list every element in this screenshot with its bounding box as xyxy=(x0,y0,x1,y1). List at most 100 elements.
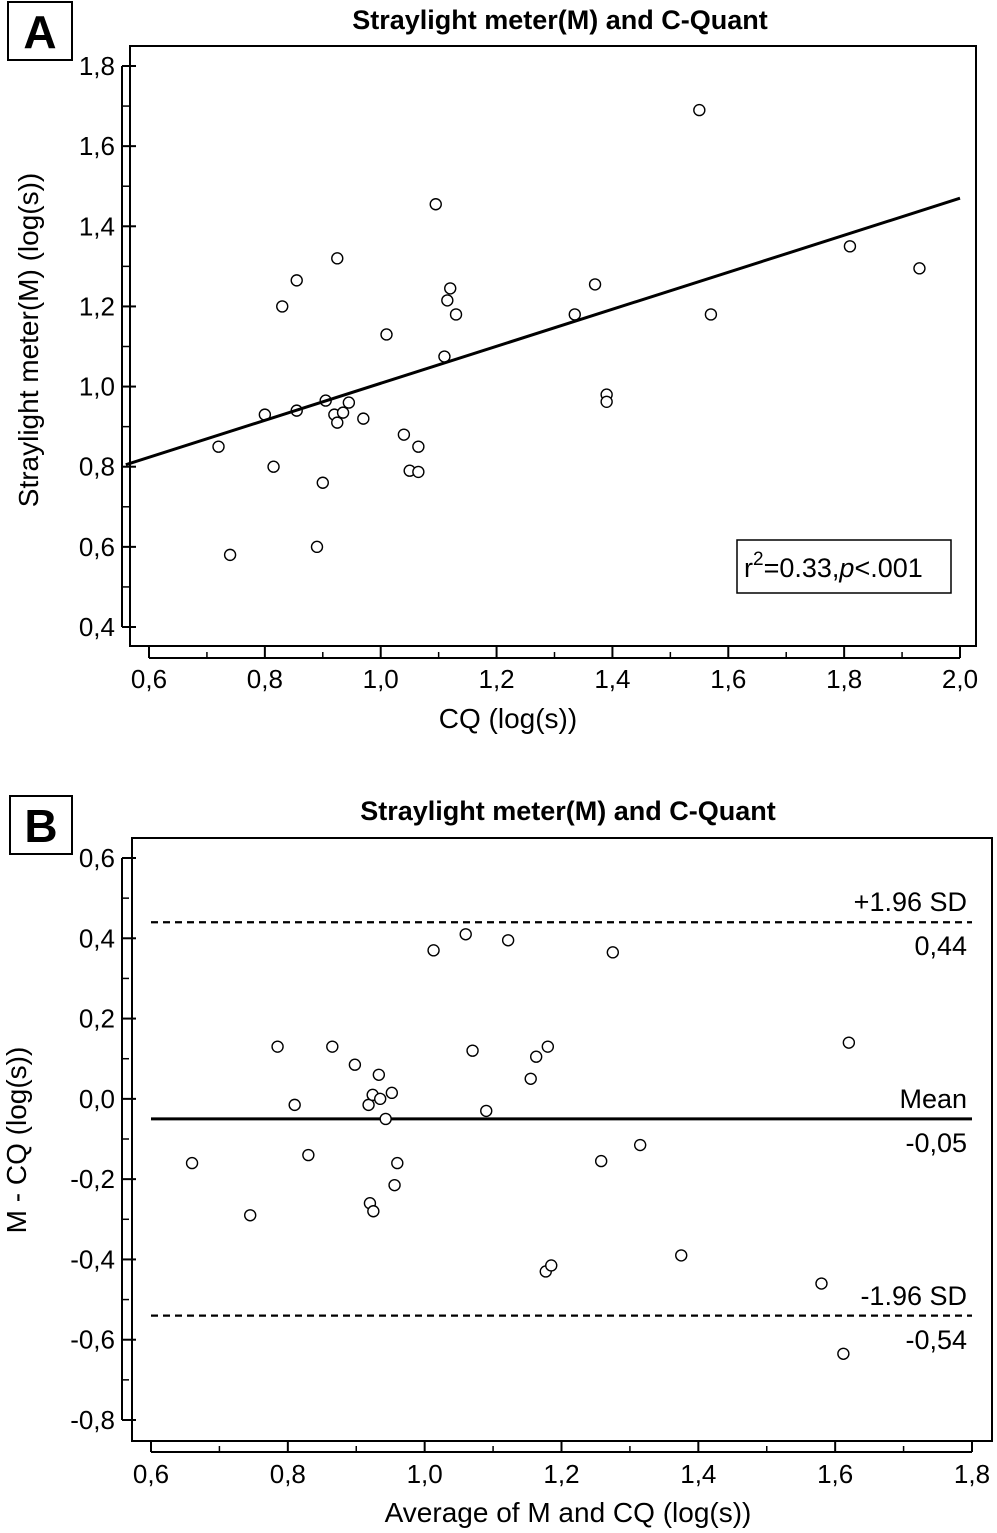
panel-b: B Straylight meter(M) and C-Quant Averag… xyxy=(1,795,993,1528)
mean-name: Mean xyxy=(899,1084,967,1114)
y-tick-label: 0,8 xyxy=(79,452,115,482)
data-point xyxy=(412,440,425,453)
data-point xyxy=(545,1259,558,1272)
stats-sup: 2 xyxy=(753,549,764,570)
stats-eq: =0.33, xyxy=(764,553,840,583)
chart-a-title: Straylight meter(M) and C-Quant xyxy=(352,5,768,35)
y-tick-label: -0,2 xyxy=(70,1164,115,1194)
y-tick-label: 1,0 xyxy=(79,372,115,402)
data-point xyxy=(244,1209,257,1222)
data-point xyxy=(633,1138,647,1152)
data-point xyxy=(693,103,706,117)
data-point xyxy=(449,308,463,321)
y-tick-label: -0,4 xyxy=(70,1244,115,1274)
data-point xyxy=(913,262,926,275)
stats-p: p xyxy=(838,553,854,583)
x-tick-label: 1,6 xyxy=(710,664,746,694)
data-point xyxy=(336,406,350,419)
data-point xyxy=(429,198,442,211)
data-point xyxy=(276,300,289,313)
y-tick-label: 0,6 xyxy=(79,843,115,873)
data-point xyxy=(316,476,329,489)
y-tick-label: 1,6 xyxy=(79,131,115,161)
data-point xyxy=(385,1086,399,1100)
stats-pval: <.001 xyxy=(854,553,922,583)
data-point xyxy=(326,1040,339,1053)
data-point xyxy=(466,1044,479,1057)
data-point xyxy=(391,1156,404,1170)
data-point xyxy=(290,274,303,287)
data-point xyxy=(212,440,225,453)
lower-limit-value: -0,54 xyxy=(905,1325,967,1355)
y-tick-label: 0,4 xyxy=(79,612,115,642)
x-tick-label: 0,6 xyxy=(133,1459,169,1489)
y-tick-label: 0,6 xyxy=(79,532,115,562)
data-point xyxy=(342,396,356,409)
chart-b-xlabel: Average of M and CQ (log(s)) xyxy=(385,1497,752,1528)
x-tick-label: 0,8 xyxy=(247,664,283,694)
x-tick-label: 2,0 xyxy=(942,664,978,694)
data-point xyxy=(568,308,581,321)
data-point xyxy=(288,1098,301,1112)
data-point xyxy=(380,328,393,341)
x-tick-label: 1,6 xyxy=(817,1459,853,1489)
data-point xyxy=(267,460,280,473)
data-point xyxy=(372,1068,386,1081)
mean-value: -0,05 xyxy=(905,1128,967,1158)
data-point xyxy=(367,1205,380,1218)
stats-annotation: r2=0.33,p<.001 xyxy=(744,549,923,583)
panel-a-badge xyxy=(7,1,73,61)
data-point xyxy=(271,1040,284,1053)
panel-a: A Straylight meter(M) and C-Quant CQ (lo… xyxy=(7,1,978,734)
x-tick-label: 1,8 xyxy=(954,1459,990,1489)
chart-b-ylabel: M - CQ (log(s)) xyxy=(1,1047,32,1234)
chart-a-xlabel: CQ (log(s)) xyxy=(439,703,577,734)
chart-b-frame xyxy=(131,837,993,1442)
data-point xyxy=(373,1092,387,1106)
data-point xyxy=(379,1112,392,1126)
x-tick-label: 1,2 xyxy=(478,664,514,694)
data-point xyxy=(397,428,411,441)
data-point xyxy=(388,1178,401,1192)
x-tick-label: 0,6 xyxy=(131,664,167,694)
data-point xyxy=(600,395,613,408)
data-point xyxy=(541,1040,555,1053)
data-point xyxy=(501,934,515,947)
data-point xyxy=(842,1036,856,1049)
lower-limit-name: -1.96 SD xyxy=(860,1281,967,1311)
data-point xyxy=(310,540,324,554)
chart-b-title: Straylight meter(M) and C-Quant xyxy=(360,796,776,826)
data-point xyxy=(412,465,425,479)
y-tick-label: -0,8 xyxy=(70,1405,115,1435)
data-point xyxy=(223,548,237,562)
y-tick-label: 0,0 xyxy=(79,1084,115,1114)
y-tick-label: -0,6 xyxy=(70,1325,115,1355)
panel-b-badge xyxy=(9,795,73,855)
x-tick-label: 1,0 xyxy=(407,1459,443,1489)
data-point xyxy=(529,1050,543,1063)
chart-a-ylabel: Straylight meter(M) (log(s)) xyxy=(13,173,44,507)
data-point xyxy=(704,308,718,321)
chart-a-frame xyxy=(129,45,977,647)
data-point xyxy=(441,294,454,307)
data-point xyxy=(331,252,344,265)
x-tick-label: 1,4 xyxy=(594,664,630,694)
data-point xyxy=(675,1249,688,1262)
upper-limit-value: 0,44 xyxy=(914,931,967,961)
panel-a-letter: A xyxy=(23,6,56,58)
y-tick-label: 0,2 xyxy=(79,1004,115,1034)
regression-line xyxy=(125,196,961,467)
x-tick-label: 1,4 xyxy=(680,1459,716,1489)
data-point xyxy=(480,1104,493,1118)
data-point xyxy=(357,412,370,425)
y-tick-label: 1,4 xyxy=(79,211,115,241)
data-point xyxy=(843,240,857,253)
data-point xyxy=(331,416,344,429)
y-tick-label: 1,8 xyxy=(79,51,115,81)
data-point xyxy=(444,282,457,295)
x-tick-label: 1,0 xyxy=(363,664,399,694)
data-point xyxy=(588,278,602,291)
data-point xyxy=(815,1277,828,1290)
y-tick-label: 0,4 xyxy=(79,923,115,953)
